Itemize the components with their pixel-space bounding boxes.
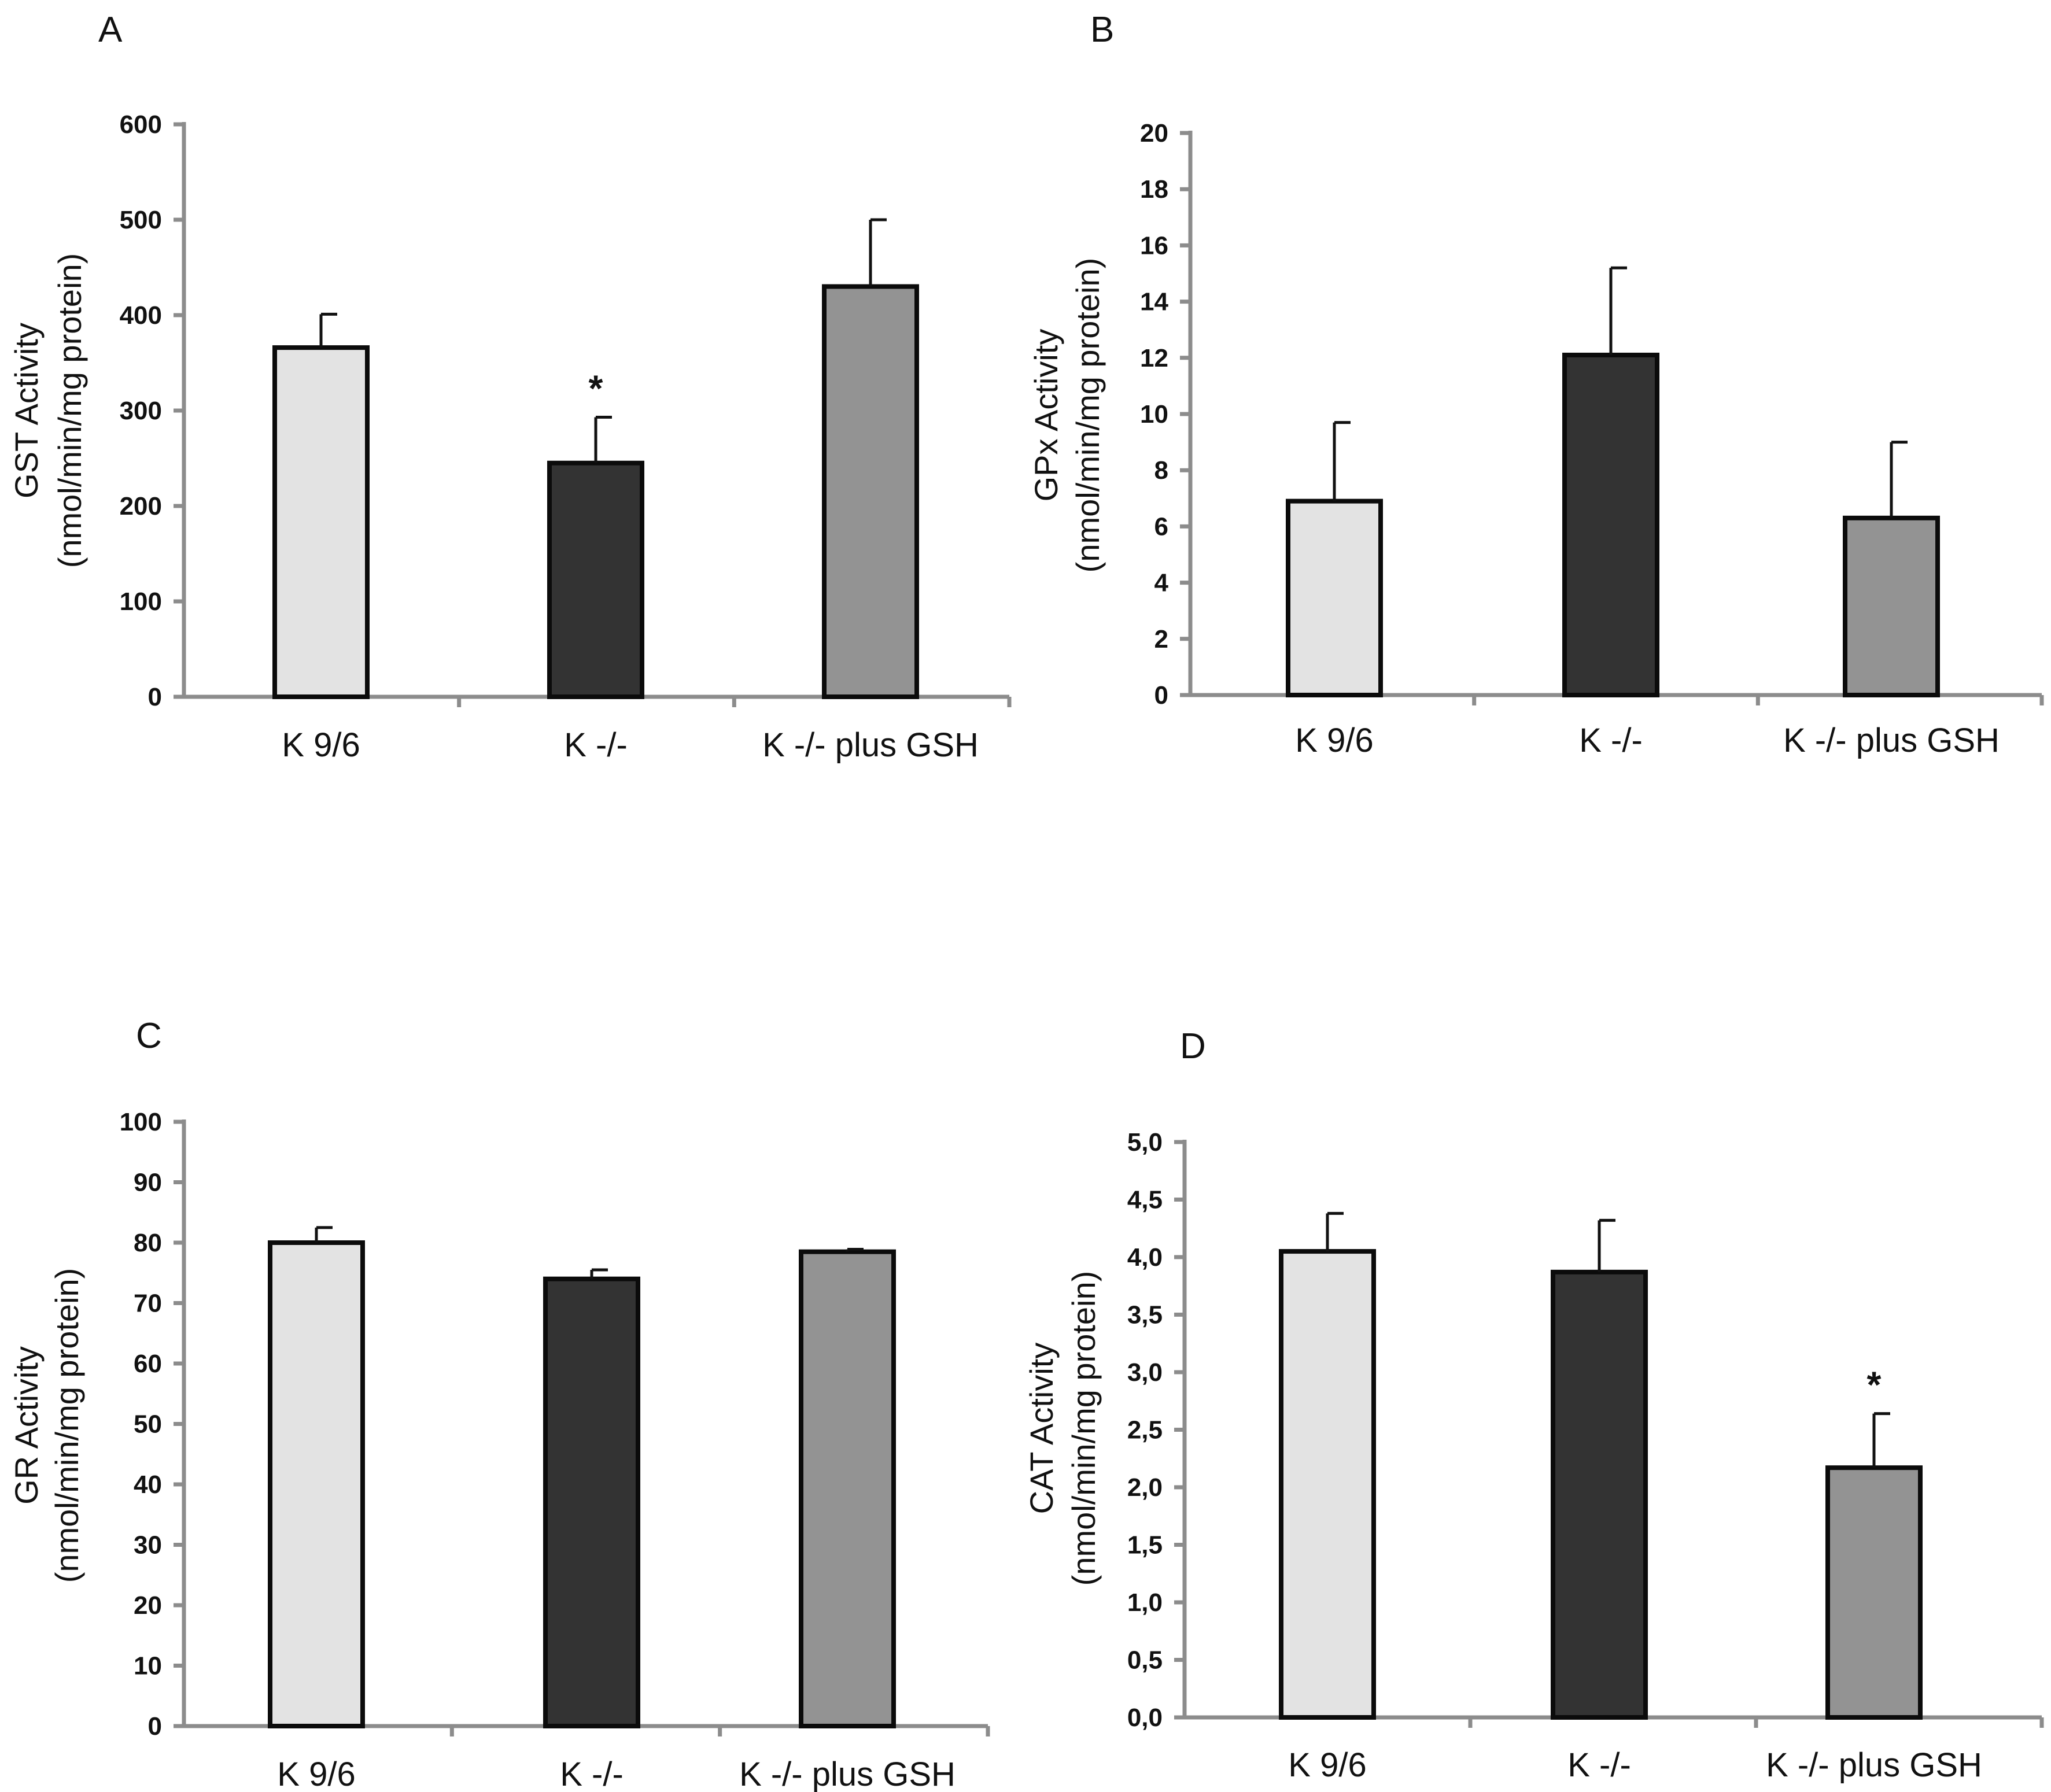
y-tick-label: 500 — [120, 206, 162, 234]
bar — [1825, 1465, 1923, 1720]
y-axis-title: GR Activity — [8, 1346, 45, 1505]
y-tick-label: 2,5 — [1127, 1416, 1163, 1444]
x-category-label: K 9/6 — [1288, 1746, 1366, 1784]
x-category-label: K -/- — [1567, 1746, 1631, 1784]
y-tick-label: 4,0 — [1127, 1243, 1163, 1272]
y-tick-label: 5,0 — [1127, 1128, 1163, 1157]
y-tick-label: 10 — [134, 1652, 162, 1680]
chart-panel-d: D 0,0 0,5 1,0 1,5 2,0 2,5 3,0 3,5 4,0 4,5 5,0 K 9/6… — [1023, 1026, 2044, 1784]
y-tick-label: 0 — [148, 683, 162, 711]
y-tick-label: 18 — [1140, 175, 1168, 204]
chart-panel-a: A 0 100 200 300 400 500 600 K 9/6 * K -/- K -/- pl… — [8, 10, 1012, 764]
x-category-label: K -/- — [1579, 722, 1643, 759]
bar — [547, 460, 644, 699]
x-category-label: K 9/6 — [282, 726, 360, 764]
y-tick-label: 0 — [148, 1712, 162, 1741]
x-category-label: K -/- plus GSH — [1783, 722, 2000, 759]
y-axis-title: GST Activity — [8, 323, 45, 498]
y-tick-label: 600 — [120, 110, 162, 139]
panel-letter-c: C — [136, 1016, 162, 1056]
panel-letter-b: B — [1090, 10, 1114, 50]
x-category-label: K -/- — [560, 1756, 624, 1792]
y-tick-label: 12 — [1140, 344, 1168, 372]
bar — [1562, 352, 1659, 697]
y-tick-label: 20 — [134, 1591, 162, 1620]
y-axis-title: CAT Activity — [1023, 1343, 1060, 1514]
y-axis-title: GPx Activity — [1028, 329, 1064, 502]
significance-marker: * — [589, 368, 603, 409]
y-tick-label: 90 — [134, 1169, 162, 1197]
y-axis-units: (nmol/min/mg protein) — [1069, 258, 1106, 573]
bar — [799, 1249, 896, 1729]
y-axis-units: (nmol/min/mg protein) — [1065, 1271, 1102, 1586]
bar — [1286, 498, 1383, 697]
bar — [272, 345, 370, 699]
y-tick-label: 10 — [1140, 400, 1168, 428]
x-category-label: K 9/6 — [1295, 722, 1373, 759]
chart-panel-b: B 0 2 4 6 8 10 12 14 16 18 20 K 9/6 K -/- K -/- plus … — [1028, 10, 2044, 759]
y-tick-label: 3,5 — [1127, 1301, 1163, 1329]
y-tick-label: 100 — [120, 588, 162, 616]
x-category-label: K -/- plus GSH — [762, 726, 979, 764]
chart-panel-c: C 0 10 20 30 40 50 60 70 80 90 100 K 9/6 K -/- K -/- … — [8, 1016, 990, 1792]
y-tick-label: 0 — [1154, 681, 1168, 710]
y-tick-label: 4,5 — [1127, 1186, 1163, 1214]
panel-letter-d: D — [1180, 1026, 1206, 1066]
y-tick-label: 0,0 — [1127, 1704, 1163, 1732]
x-category-label: K -/- — [564, 726, 628, 764]
bar — [543, 1276, 640, 1728]
y-tick-label: 50 — [134, 1410, 162, 1439]
x-category-label: K -/- plus GSH — [1766, 1746, 1982, 1784]
bar — [1279, 1249, 1376, 1720]
significance-marker: * — [1867, 1364, 1882, 1406]
y-tick-label: 2 — [1154, 625, 1168, 653]
y-tick-label: 2,0 — [1127, 1473, 1163, 1502]
y-tick-label: 20 — [1140, 119, 1168, 147]
y-tick-label: 200 — [120, 492, 162, 520]
bar — [268, 1240, 365, 1728]
y-tick-label: 100 — [120, 1108, 162, 1136]
y-tick-label: 16 — [1140, 231, 1168, 260]
x-category-label: K -/- plus GSH — [739, 1756, 956, 1792]
y-tick-label: 14 — [1140, 288, 1168, 316]
y-tick-label: 6 — [1154, 512, 1168, 541]
y-tick-label: 60 — [134, 1350, 162, 1378]
y-tick-label: 40 — [134, 1470, 162, 1499]
y-tick-label: 1,0 — [1127, 1588, 1163, 1617]
y-tick-label: 30 — [134, 1531, 162, 1560]
y-tick-label: 400 — [120, 301, 162, 330]
bar — [1551, 1269, 1648, 1720]
y-tick-label: 300 — [120, 397, 162, 425]
x-category-label: K 9/6 — [277, 1756, 355, 1792]
y-axis-units: (nmol/min/mg protein) — [51, 253, 88, 568]
y-axis-units: (nmol/min/mg protein) — [49, 1268, 85, 1583]
y-tick-label: 4 — [1154, 569, 1169, 597]
bar — [1843, 515, 1940, 697]
y-tick-label: 1,5 — [1127, 1531, 1163, 1560]
y-tick-label: 0,5 — [1127, 1646, 1163, 1675]
y-tick-label: 80 — [134, 1229, 162, 1257]
panel-letter-a: A — [98, 10, 123, 50]
y-tick-label: 8 — [1154, 456, 1168, 485]
bar — [822, 284, 919, 699]
y-tick-label: 70 — [134, 1289, 162, 1318]
y-tick-label: 3,0 — [1127, 1358, 1163, 1387]
